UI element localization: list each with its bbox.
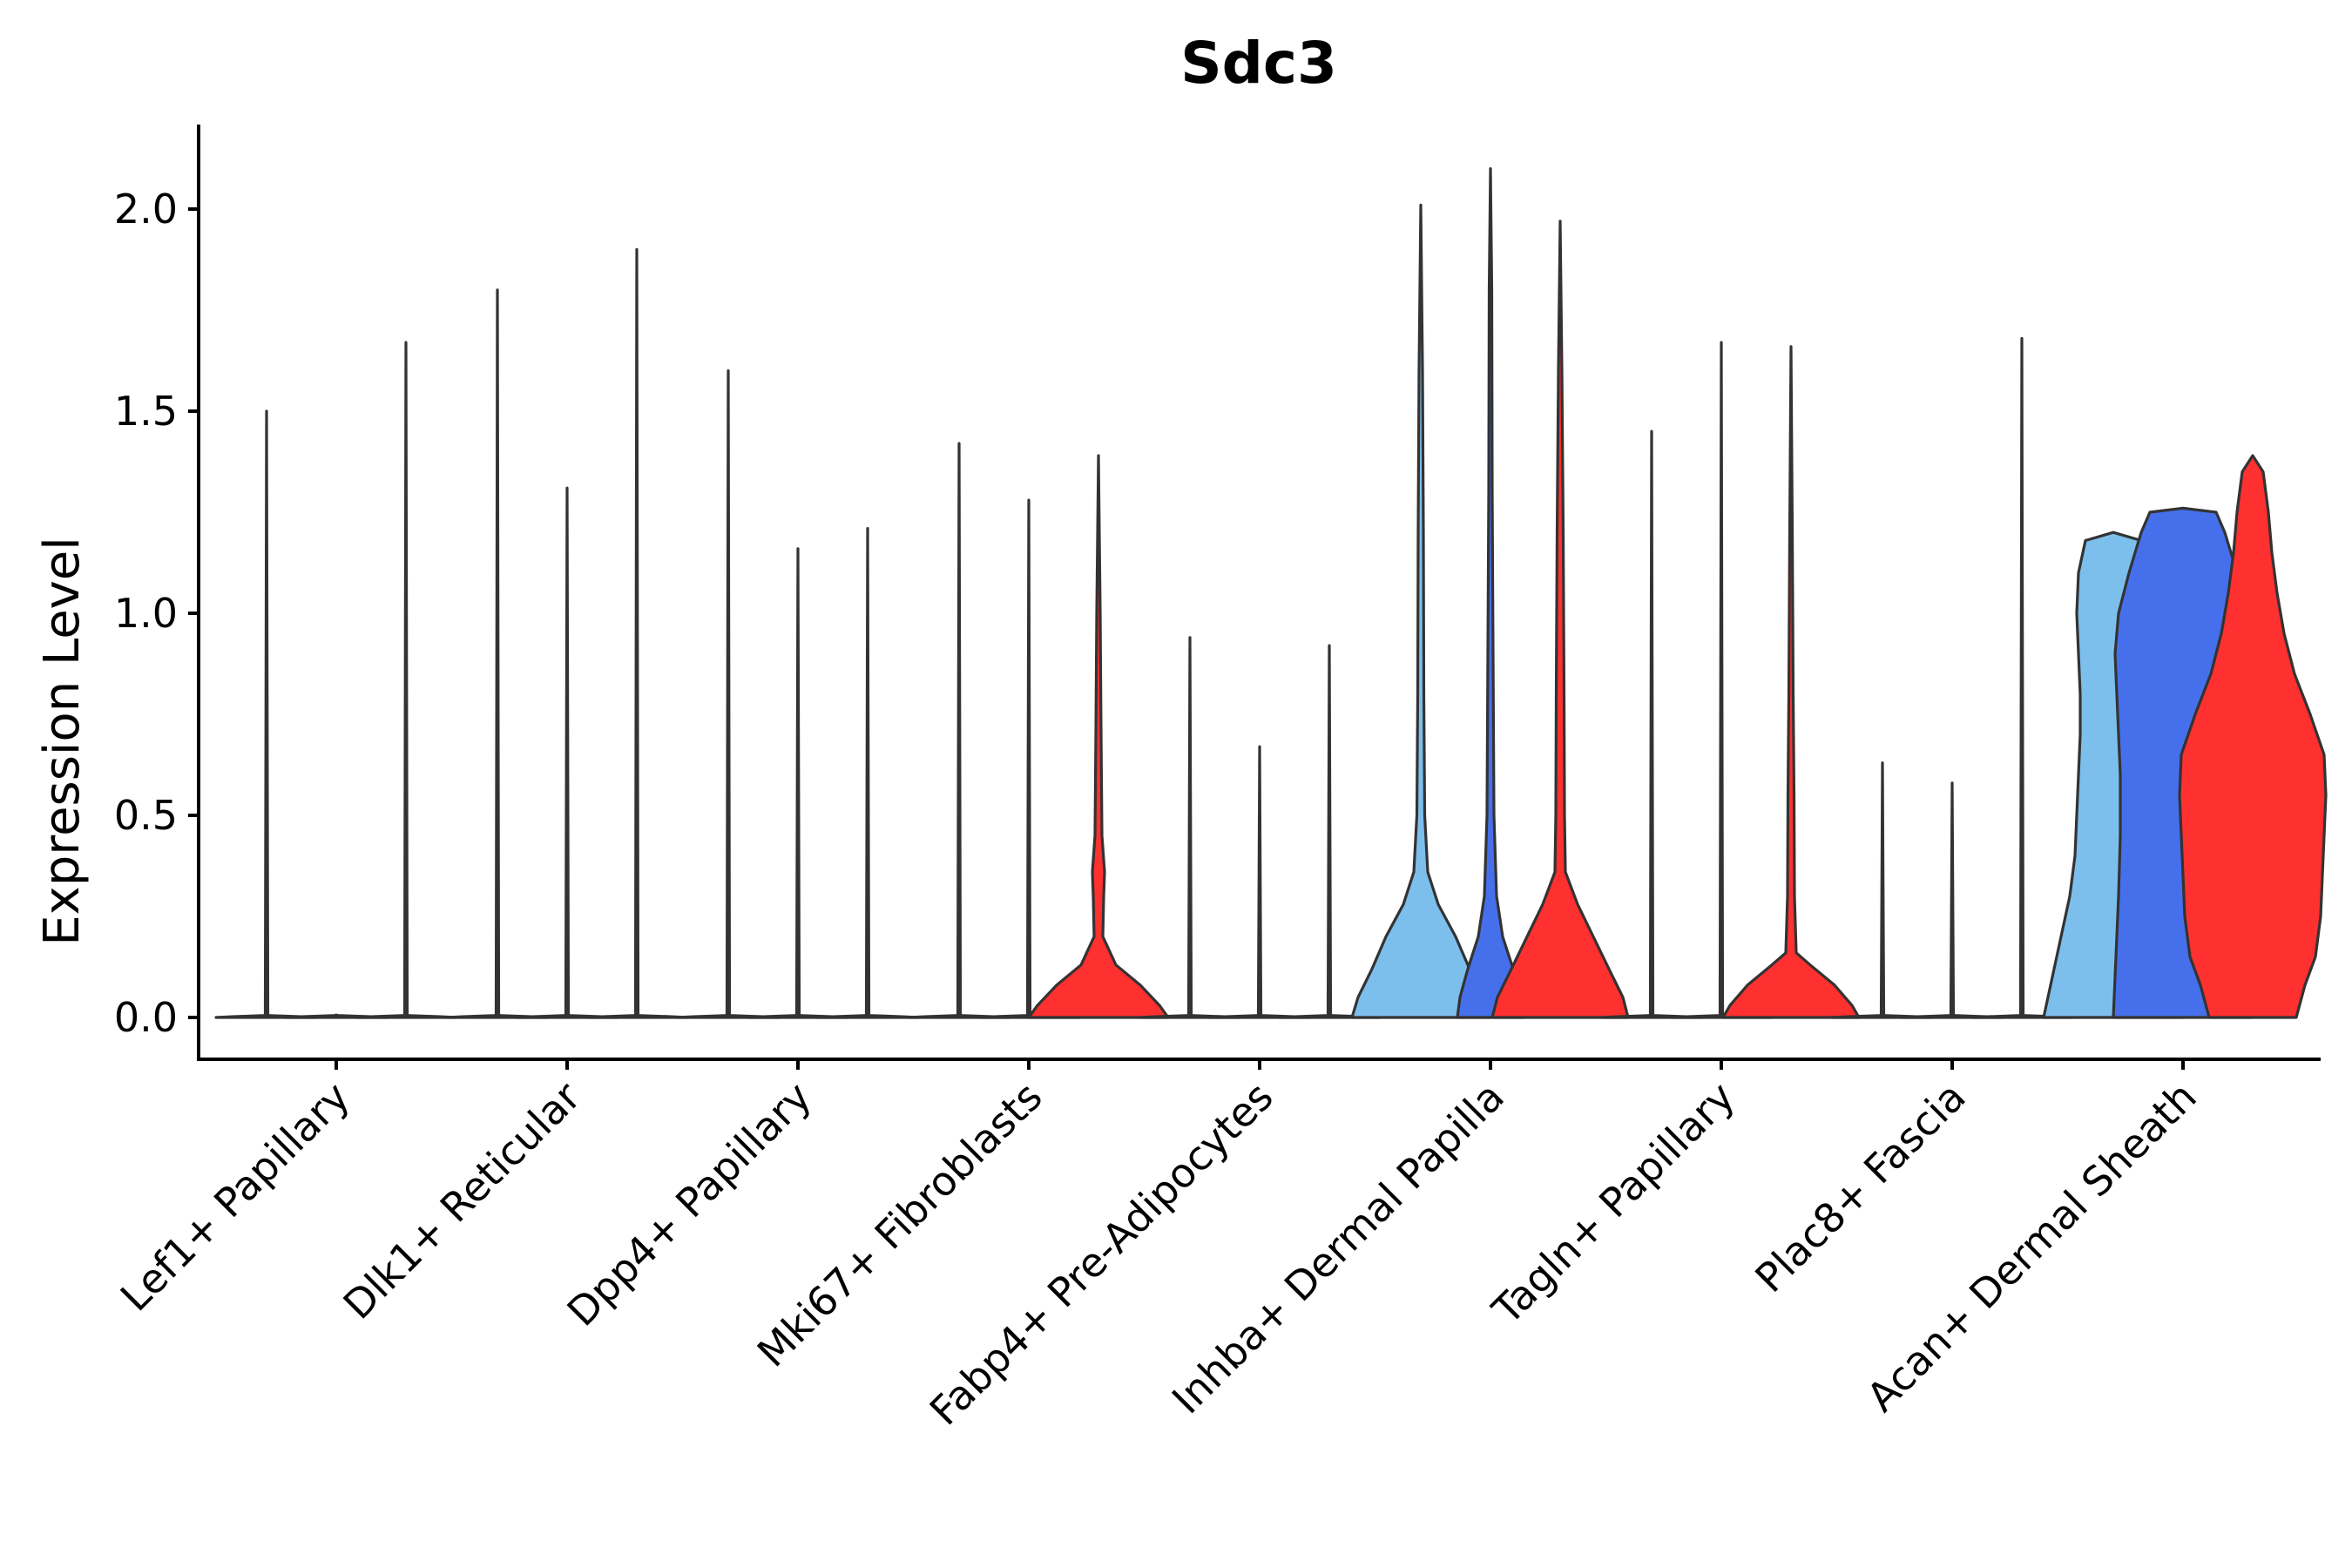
violin-group-3-8 [1970,336,2074,1019]
violin-group-2-5 [1207,745,1312,1019]
violin-group-1-7 [1599,429,1704,1019]
violin-group-1-2 [445,288,550,1019]
violin-group-3-1 [354,341,458,1019]
violin-group-1-3 [676,369,781,1019]
y-tick-label: 2.0 [114,186,178,233]
x-tick-label: Dlk1+ Reticular [335,1073,590,1328]
violin-group-1-6 [1350,203,1491,1019]
y-tick-label: 0.5 [114,792,178,839]
x-tick-label: Dpp4+ Papillary [558,1073,821,1335]
violin-group-2-4 [977,498,1081,1019]
violin-group-3-7 [1721,345,1861,1019]
violin-group-2-3 [746,547,850,1019]
x-tick-label: Tagln+ Papillary [1483,1073,1744,1335]
violin-group-1-4 [907,442,1011,1019]
violin-group-3-6 [1490,220,1630,1019]
violin-group-1-1 [214,409,319,1019]
violin-group-3-3 [815,527,920,1019]
violins-group [214,167,2328,1019]
violin-group-1-8 [1830,761,1935,1019]
violin-group-2-2 [515,486,619,1019]
violin-group-3-4 [1027,454,1170,1019]
violin-group-3-2 [585,247,689,1019]
violin-group-3-9 [2178,454,2328,1019]
y-tick-label: 1.0 [114,590,178,637]
y-axis-label: Expression Level [34,537,91,946]
x-tick-label: Plac8+ Fascia [1746,1073,1974,1301]
y-tick-label: 0.0 [114,994,178,1041]
chart-title: Sdc3 [1180,30,1337,97]
y-axis-ticks: 0.0 0.5 1.0 1.5 2.0 [114,186,199,1041]
y-tick-label: 1.5 [114,388,178,435]
violin-group-3-5 [1277,644,1382,1019]
violin-group-1-5 [1138,636,1242,1019]
violin-group-2-6 [1456,167,1525,1019]
violin-group-2-7 [1669,341,1774,1019]
x-tick-label: Lef1+ Papillary [112,1073,359,1321]
violin-group-2-8 [1900,781,2004,1019]
